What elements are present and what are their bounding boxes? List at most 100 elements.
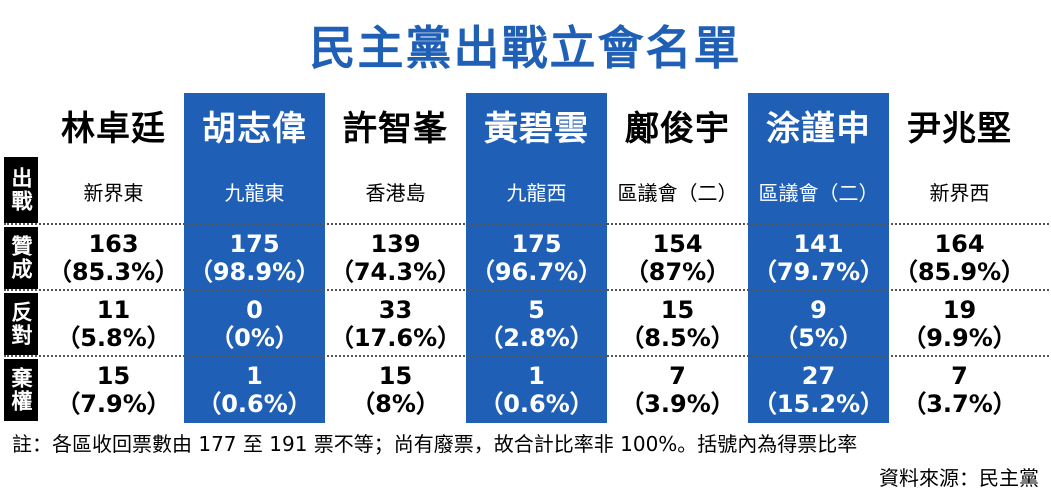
vote-cell: 27 （15.2%） — [748, 357, 889, 423]
district-cell: 新界東 — [43, 157, 184, 225]
vote-count: 5 — [528, 296, 545, 324]
vote-count: 0 — [246, 296, 263, 324]
vote-count: 15 — [96, 362, 131, 390]
vote-percent: （79.7%） — [752, 258, 885, 286]
district: 區議會（二） — [617, 180, 738, 205]
vote-count: 11 — [96, 296, 131, 324]
source-credit: 資料來源：民主黨 — [879, 466, 1039, 490]
vote-count: 154 — [652, 230, 703, 258]
vote-percent: （85.9%） — [893, 258, 1026, 286]
vote-count: 19 — [942, 296, 977, 324]
candidate-name: 胡志偉 — [202, 108, 307, 149]
vote-percent: （87%） — [624, 258, 731, 286]
for-row: 贊成 163 （85.3%） 175 （98.9%） 139 （74.3%） 175 （… — [0, 225, 1051, 291]
district: 新界西 — [929, 180, 990, 205]
vote-cell: 139 （74.3%） — [325, 225, 466, 291]
row-label: 贊成 — [4, 227, 38, 289]
vote-percent: （8.5%） — [620, 324, 735, 352]
candidate-table: 林卓廷 胡志偉 許智峯 黃碧雲 鄺俊宇 涂謹申 尹兆堅 出戰 新界東 九龍東 香… — [0, 93, 1051, 423]
district: 新界東 — [83, 180, 144, 205]
district-cell: 九龍東 — [184, 157, 325, 225]
candidate-name: 林卓廷 — [61, 108, 166, 149]
highlight-column — [748, 93, 889, 423]
vote-percent: （3.9%） — [620, 390, 735, 418]
district-cell: 九龍西 — [466, 157, 607, 225]
vote-percent: （15.2%） — [752, 390, 885, 418]
page-title: 民主黨出戰立會名單 — [309, 21, 742, 75]
vote-count: 163 — [88, 230, 139, 258]
vote-count: 15 — [660, 296, 695, 324]
vote-percent: （8%） — [351, 390, 440, 418]
district-row: 出戰 新界東 九龍東 香港島 九龍西 區議會（二） 區議會（二） 新界西 — [0, 157, 1051, 225]
vote-cell: 15 （8.5%） — [607, 291, 748, 357]
vote-count: 164 — [934, 230, 985, 258]
candidate-name-cell: 許智峯 — [325, 93, 466, 157]
vote-percent: （7.9%） — [56, 390, 171, 418]
district-cell: 區議會（二） — [607, 157, 748, 225]
vote-percent: （2.8%） — [479, 324, 594, 352]
candidate-name-cell: 胡志偉 — [184, 93, 325, 157]
vote-percent: （9.9%） — [902, 324, 1017, 352]
district: 九龍東 — [224, 180, 285, 205]
vote-count: 139 — [370, 230, 421, 258]
vote-percent: （17.6%） — [329, 324, 462, 352]
vote-percent: （96.7%） — [470, 258, 603, 286]
abstain-row: 棄權 15 （7.9%） 1 （0.6%） 15 （8%） 1 （0.6%） 7 （3.9… — [0, 357, 1051, 423]
candidate-name: 涂謹申 — [766, 108, 871, 149]
vote-percent: （85.3%） — [47, 258, 180, 286]
vote-percent: （98.9%） — [188, 258, 321, 286]
vote-count: 9 — [810, 296, 827, 324]
divider — [4, 355, 1049, 357]
highlight-column — [466, 93, 607, 423]
row-label: 出戰 — [4, 157, 38, 223]
vote-percent: （0.6%） — [197, 390, 312, 418]
divider — [4, 289, 1049, 291]
vote-percent: （3.7%） — [902, 390, 1017, 418]
footnote: 註：各區收回票數由 177 至 191 票不等；尚有廢票，故合計比率非 100%… — [12, 432, 858, 456]
against-row: 反對 11 （5.8%） 0 （0%） 33 （17.6%） 5 （2.8%） 15 （8… — [0, 291, 1051, 357]
vote-cell: 154 （87%） — [607, 225, 748, 291]
district: 區議會（二） — [758, 180, 879, 205]
vote-count: 175 — [229, 230, 280, 258]
vote-cell: 1 （0.6%） — [466, 357, 607, 423]
vote-count: 1 — [528, 362, 545, 390]
vote-percent: （74.3%） — [329, 258, 462, 286]
vote-percent: （0.6%） — [479, 390, 594, 418]
candidate-name-cell: 鄺俊宇 — [607, 93, 748, 157]
vote-cell: 141 （79.7%） — [748, 225, 889, 291]
vote-cell: 11 （5.8%） — [43, 291, 184, 357]
vote-cell: 15 （8%） — [325, 357, 466, 423]
district-cell: 香港島 — [325, 157, 466, 225]
vote-count: 33 — [378, 296, 413, 324]
highlight-column — [184, 93, 325, 423]
vote-percent: （5.8%） — [56, 324, 171, 352]
vote-cell: 0 （0%） — [184, 291, 325, 357]
vote-percent: （0%） — [210, 324, 299, 352]
candidate-name-cell: 尹兆堅 — [889, 93, 1030, 157]
candidate-name: 尹兆堅 — [907, 108, 1012, 149]
district: 香港島 — [365, 180, 426, 205]
district: 九龍西 — [506, 180, 567, 205]
row-label: 反對 — [4, 293, 38, 355]
candidate-name: 黃碧雲 — [484, 108, 589, 149]
candidate-name-cell: 黃碧雲 — [466, 93, 607, 157]
candidate-name-cell: 林卓廷 — [43, 93, 184, 157]
vote-cell: 5 （2.8%） — [466, 291, 607, 357]
vote-cell: 175 （96.7%） — [466, 225, 607, 291]
row-label: 棄權 — [4, 359, 38, 421]
district-cell: 新界西 — [889, 157, 1030, 225]
vote-cell: 19 （9.9%） — [889, 291, 1030, 357]
vote-count: 7 — [669, 362, 686, 390]
candidate-name: 鄺俊宇 — [625, 108, 730, 149]
vote-cell: 164 （85.9%） — [889, 225, 1030, 291]
vote-cell: 7 （3.9%） — [607, 357, 748, 423]
district-cell: 區議會（二） — [748, 157, 889, 225]
vote-cell: 163 （85.3%） — [43, 225, 184, 291]
header-row: 林卓廷 胡志偉 許智峯 黃碧雲 鄺俊宇 涂謹申 尹兆堅 — [0, 93, 1051, 157]
vote-count: 27 — [801, 362, 836, 390]
vote-count: 7 — [951, 362, 968, 390]
vote-cell: 15 （7.9%） — [43, 357, 184, 423]
vote-percent: （5%） — [774, 324, 863, 352]
vote-cell: 9 （5%） — [748, 291, 889, 357]
vote-count: 175 — [511, 230, 562, 258]
